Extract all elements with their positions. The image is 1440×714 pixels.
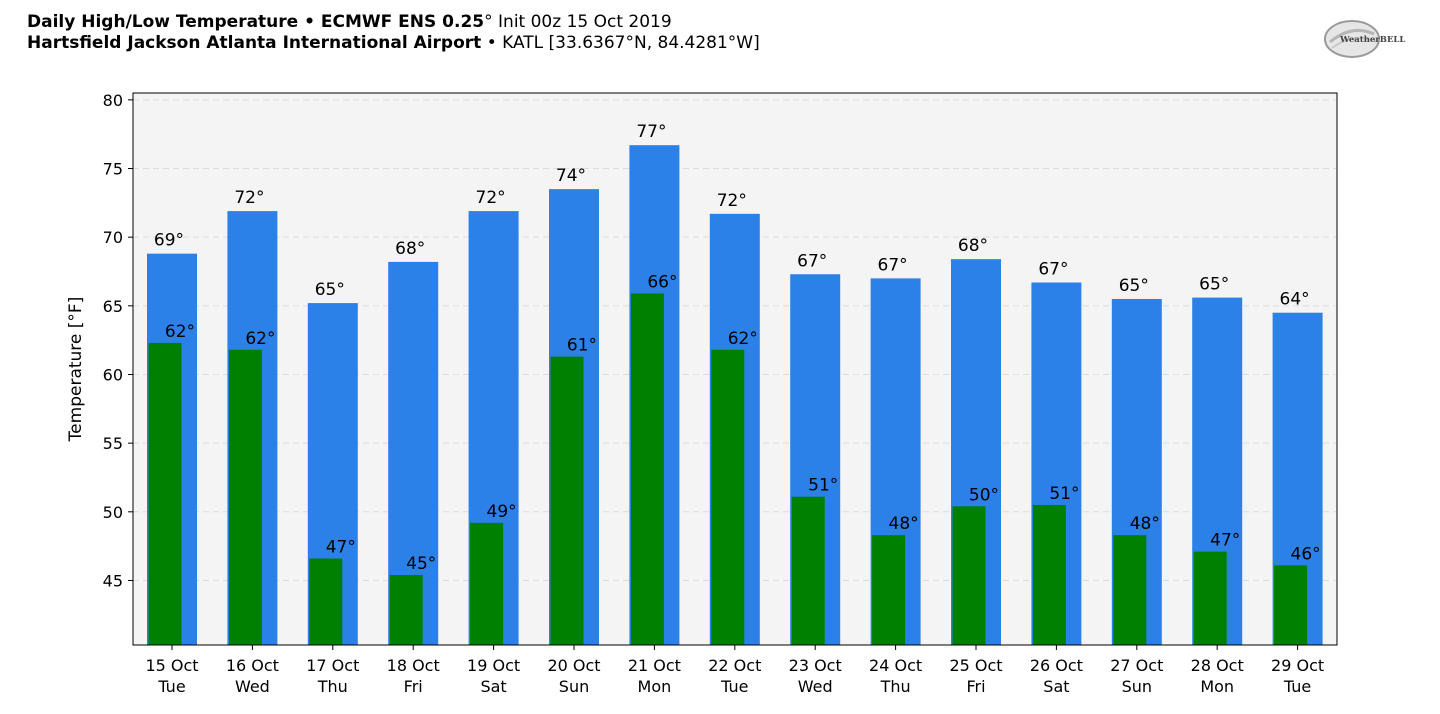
high-temp-label: 72°: [476, 188, 506, 208]
y-tick-label: 75: [103, 160, 123, 179]
logo-text: WeatherBELL: [1339, 35, 1405, 45]
high-temp-label: 67°: [878, 255, 908, 275]
x-tick-weekday: Thu: [880, 677, 911, 696]
x-tick-weekday: Sat: [480, 677, 506, 696]
low-temp-label: 45°: [406, 554, 436, 574]
low-temp-bar: [148, 342, 182, 645]
high-temp-label: 69°: [154, 231, 184, 251]
high-temp-label: 65°: [1119, 276, 1149, 296]
x-tick-date: 28 Oct: [1191, 656, 1244, 675]
x-tick-weekday: Mon: [638, 677, 672, 696]
low-temp-label: 62°: [165, 322, 195, 342]
x-tick-date: 24 Oct: [869, 656, 922, 675]
x-tick-date: 16 Oct: [226, 656, 279, 675]
y-tick-label: 80: [103, 91, 123, 110]
init-time: ° Init 00z 15 Oct 2019: [484, 12, 672, 32]
high-temp-label: 74°: [556, 166, 586, 186]
x-tick-weekday: Wed: [798, 677, 833, 696]
low-temp-label: 61°: [567, 336, 597, 356]
chart-header: Daily High/Low Temperature • ECMWF ENS 0…: [27, 12, 760, 54]
low-temp-bar: [711, 349, 745, 645]
y-tick-label: 60: [103, 365, 123, 384]
low-temp-bar: [1032, 504, 1066, 645]
high-temp-label: 77°: [636, 122, 666, 142]
x-tick-weekday: Mon: [1200, 677, 1234, 696]
x-tick-weekday: Wed: [235, 677, 270, 696]
x-tick-weekday: Sun: [559, 677, 589, 696]
x-tick-weekday: Fri: [966, 677, 985, 696]
low-temp-bar: [1274, 565, 1308, 645]
x-tick-weekday: Tue: [1283, 677, 1311, 696]
high-temp-label: 67°: [797, 251, 827, 271]
high-temp-label: 68°: [395, 239, 425, 259]
low-temp-bar: [872, 535, 906, 645]
high-temp-label: 72°: [234, 188, 264, 208]
low-temp-bar: [470, 522, 504, 645]
low-temp-bar: [1193, 551, 1227, 645]
x-tick-date: 18 Oct: [387, 656, 440, 675]
high-temp-label: 68°: [958, 236, 988, 256]
high-temp-label: 64°: [1280, 290, 1310, 310]
low-temp-bar: [1113, 535, 1147, 645]
low-temp-label: 62°: [245, 329, 275, 349]
low-temp-bar: [228, 349, 262, 645]
x-tick-weekday: Thu: [317, 677, 348, 696]
y-tick-label: 45: [103, 571, 123, 590]
y-tick-label: 70: [103, 228, 123, 247]
y-axis-label: Temperature [°F]: [66, 297, 86, 443]
high-temp-label: 72°: [717, 191, 747, 211]
low-temp-label: 49°: [487, 502, 517, 522]
x-tick-date: 22 Oct: [708, 656, 761, 675]
chart-title: Daily High/Low Temperature • ECMWF ENS 0…: [27, 12, 485, 32]
weatherbell-logo: WeatherBELL: [1324, 20, 1405, 58]
y-tick-label: 65: [103, 297, 123, 316]
x-axis: 15 Oct Tue 16 Oct Wed 17 Oct Thu 18 Oct Fri 19 O…: [145, 645, 1324, 696]
low-temp-label: 47°: [1210, 531, 1240, 551]
location-line: Hartsfield Jackson Atlanta International…: [27, 33, 760, 54]
x-tick-date: 29 Oct: [1271, 656, 1324, 675]
x-tick-weekday: Sun: [1122, 677, 1152, 696]
bar-labels: 69° 62° 72° 62° 65° 47° 68° 45° 72° 49° 74° 61° 77° 6…: [154, 122, 1321, 574]
x-tick-date: 19 Oct: [467, 656, 520, 675]
low-temp-label: 51°: [808, 476, 838, 496]
low-temp-bar: [630, 293, 664, 645]
x-tick-date: 20 Oct: [547, 656, 600, 675]
x-tick-date: 17 Oct: [306, 656, 359, 675]
x-tick-date: 23 Oct: [789, 656, 842, 675]
low-temp-label: 47°: [326, 537, 356, 557]
low-temp-label: 46°: [1291, 544, 1321, 564]
x-tick-date: 25 Oct: [949, 656, 1002, 675]
plot-frame: [132, 92, 1338, 646]
x-tick-date: 21 Oct: [628, 656, 681, 675]
y-axis: 45 50 55 60 65 70 75 80: [103, 91, 133, 590]
low-temp-bar: [550, 356, 584, 645]
x-tick-weekday: Sat: [1043, 677, 1069, 696]
low-temp-label: 50°: [969, 485, 999, 505]
x-tick-weekday: Tue: [157, 677, 185, 696]
low-temp-label: 48°: [1130, 514, 1160, 534]
low-temp-label: 66°: [647, 272, 677, 292]
low-temp-label: 48°: [889, 514, 919, 534]
location-name: Hartsfield Jackson Atlanta International…: [27, 33, 482, 53]
low-temp-bar: [389, 574, 423, 645]
high-temp-label: 65°: [1199, 275, 1229, 295]
y-tick-label: 55: [103, 434, 123, 453]
bars: [147, 145, 1323, 646]
high-temp-label: 65°: [315, 280, 345, 300]
title-line: Daily High/Low Temperature • ECMWF ENS 0…: [27, 12, 760, 33]
high-temp-label: 67°: [1038, 259, 1068, 279]
low-temp-bar: [791, 496, 825, 645]
x-tick-date: 27 Oct: [1110, 656, 1163, 675]
low-temp-label: 62°: [728, 329, 758, 349]
x-tick-date: 15 Oct: [145, 656, 198, 675]
x-tick-weekday: Tue: [720, 677, 748, 696]
low-temp-bar: [952, 506, 986, 645]
x-tick-weekday: Fri: [404, 677, 423, 696]
location-coordinates: • KATL [33.6367°N, 84.4281°W]: [481, 33, 760, 53]
x-tick-date: 26 Oct: [1030, 656, 1083, 675]
y-tick-label: 50: [103, 503, 123, 522]
low-temp-bar: [309, 558, 343, 645]
low-temp-label: 51°: [1049, 484, 1079, 504]
